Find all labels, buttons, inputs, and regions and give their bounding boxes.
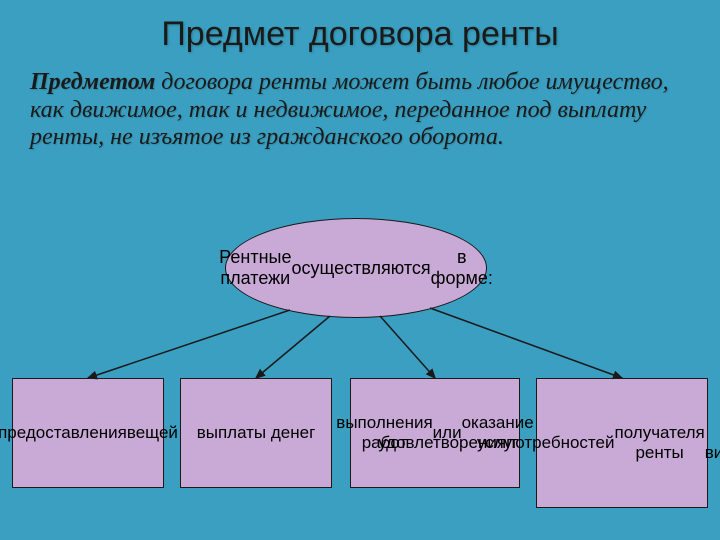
slide: Предмет договора ренты Предметом договор… <box>0 0 720 540</box>
child-node-money: выплаты денег <box>180 378 332 488</box>
child-node-needs: удовлетворенияпотребностейполучателя рен… <box>536 378 708 508</box>
slide-title: Предмет договора ренты <box>30 15 690 54</box>
paragraph-bold-lead: Предметом <box>30 69 155 95</box>
child-node-things: предоставлениявещей <box>12 378 164 488</box>
description-paragraph: Предметом договора ренты может быть любо… <box>30 69 690 152</box>
root-node: Рентные платежиосуществляютсяв форме: <box>225 218 487 318</box>
